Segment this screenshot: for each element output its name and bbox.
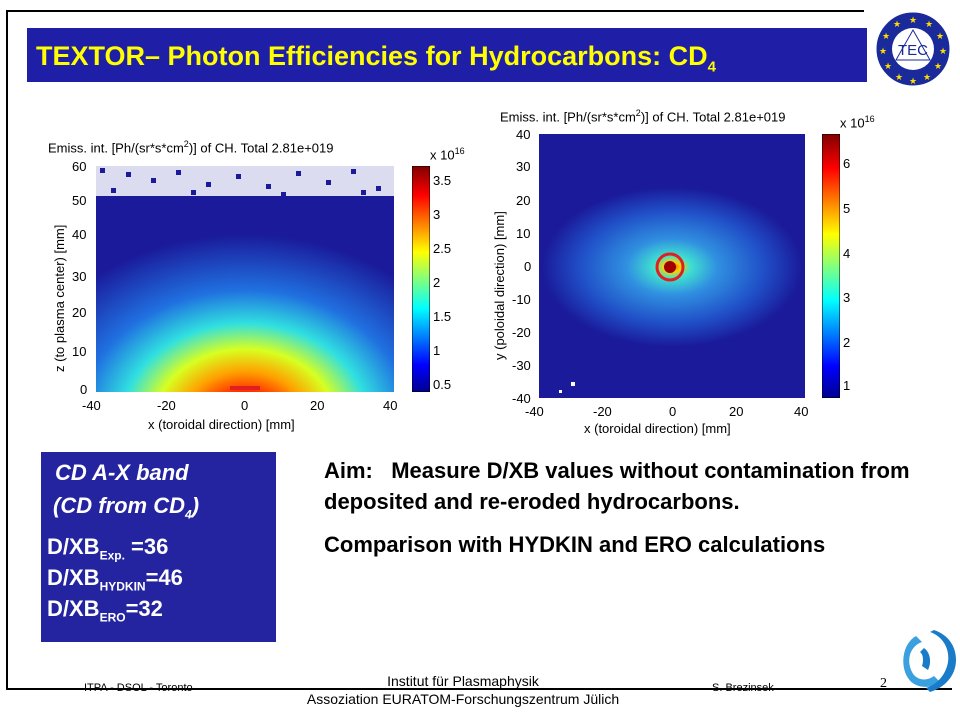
right-x-tick: 40 (794, 404, 809, 419)
left-y-tick: 50 (72, 193, 87, 208)
right-x-tick: 20 (729, 404, 744, 419)
dxb-hydkin: D/XBHYDKIN=46 (47, 565, 183, 594)
right-y-axis-label: y (poloidal direction) [mm] (492, 211, 507, 360)
right-y-tick: -40 (512, 391, 531, 406)
left-y-tick: 10 (72, 344, 87, 359)
left-x-tick: 0 (241, 398, 249, 413)
frame-left-line (6, 10, 8, 690)
right-y-tick: 40 (516, 127, 531, 142)
svg-text:TEC: TEC (898, 42, 928, 59)
left-colorbar-tick: 2.5 (433, 241, 452, 256)
left-colorbar-tick: 1.5 (433, 309, 452, 324)
left-y-tick: 60 (72, 159, 87, 174)
right-y-tick: 0 (524, 259, 532, 274)
right-x-tick: 0 (669, 404, 677, 419)
footer-author: S. Brezinsek (712, 682, 774, 694)
dxb-ero: D/XBERO=32 (47, 596, 163, 625)
tec-logo-icon: ★ ★★ ★★★ ★★★ ★★★ TEC (875, 11, 951, 87)
svg-text:★: ★ (936, 32, 944, 42)
aim-paragraph: Aim: Measure D/XB values without contami… (324, 458, 916, 514)
right-y-tick: -10 (512, 292, 531, 307)
left-colorbar-exponent: x 1016 (430, 146, 465, 163)
left-y-tick: 0 (80, 382, 88, 397)
right-y-tick: -30 (512, 358, 531, 373)
left-x-tick: -40 (82, 398, 101, 413)
right-y-tick: 30 (516, 159, 531, 174)
left-x-tick: 20 (310, 398, 325, 413)
right-emission-map (539, 134, 805, 398)
right-colorbar-tick: 3 (843, 290, 851, 305)
left-colorbar (412, 166, 430, 392)
footer-event: ITPA - DSOL - Toronto (84, 682, 193, 694)
right-x-tick: -20 (593, 404, 612, 419)
svg-text:★: ★ (882, 32, 890, 42)
left-colorbar-tick: 1 (433, 343, 441, 358)
svg-text:★: ★ (939, 47, 947, 57)
right-plot-title: Emiss. int. [Ph/(sr*s*cm2)] of CH. Total… (500, 108, 786, 125)
left-x-tick: 40 (383, 398, 398, 413)
footer-institute: Institut für Plasmaphysik Assoziation EU… (306, 673, 620, 707)
left-colorbar-tick: 0.5 (433, 377, 452, 392)
svg-text:★: ★ (884, 62, 892, 72)
dxb-experimental: D/XBExp. =36 (47, 534, 169, 563)
left-x-tick: -20 (157, 398, 176, 413)
left-y-tick: 40 (72, 227, 87, 242)
left-emission-map (96, 166, 394, 392)
left-y-tick: 30 (72, 269, 87, 284)
comparison-paragraph: Comparison with HYDKIN and ERO calculati… (324, 532, 826, 557)
left-x-axis-label: x (toroidal direction) [mm] (148, 417, 295, 432)
fz-juelich-logo-icon (903, 630, 956, 692)
title-bar (27, 28, 867, 82)
page-number: 2 (880, 676, 887, 691)
right-y-tick: 10 (516, 226, 531, 241)
svg-text:★: ★ (895, 73, 903, 83)
svg-text:★: ★ (923, 73, 931, 83)
right-colorbar-tick: 5 (843, 201, 851, 216)
left-colorbar-tick: 3.5 (433, 173, 452, 188)
right-x-axis-label: x (toroidal direction) [mm] (584, 421, 731, 436)
right-colorbar (822, 134, 840, 398)
band-source: (CD from CD4) (53, 493, 200, 522)
left-y-axis-label: z (to plasma center) [mm] (52, 224, 67, 372)
left-colorbar-tick: 3 (433, 207, 441, 222)
svg-text:★: ★ (893, 20, 901, 30)
right-colorbar-tick: 1 (843, 378, 851, 393)
band-label: CD A-X band (55, 460, 189, 485)
svg-text:★: ★ (879, 47, 887, 57)
dxb-info-box: CD A-X band (CD from CD4) D/XBExp. =36 D… (41, 452, 276, 642)
left-y-tick: 20 (72, 305, 87, 320)
frame-bottom-line (6, 688, 952, 690)
right-x-tick: -40 (525, 404, 544, 419)
right-colorbar-tick: 2 (843, 335, 851, 350)
svg-text:★: ★ (934, 62, 942, 72)
right-y-tick: -20 (512, 325, 531, 340)
right-colorbar-exponent: x 1016 (840, 114, 875, 131)
left-plot-title: Emiss. int. [Ph/(sr*s*cm2)] of CH. Total… (48, 139, 334, 156)
right-colorbar-tick: 6 (843, 156, 851, 171)
aim-text-block: Aim: Measure D/XB values without contami… (324, 455, 924, 560)
svg-text:★: ★ (909, 16, 917, 26)
right-colorbar-tick: 4 (843, 246, 851, 261)
left-colorbar-tick: 2 (433, 275, 441, 290)
slide-title: TEXTOR– Photon Efficiencies for Hydrocar… (36, 41, 716, 76)
svg-text:★: ★ (925, 20, 933, 30)
frame-top-line (6, 10, 864, 12)
right-y-tick: 20 (516, 193, 531, 208)
svg-text:★: ★ (909, 77, 917, 87)
